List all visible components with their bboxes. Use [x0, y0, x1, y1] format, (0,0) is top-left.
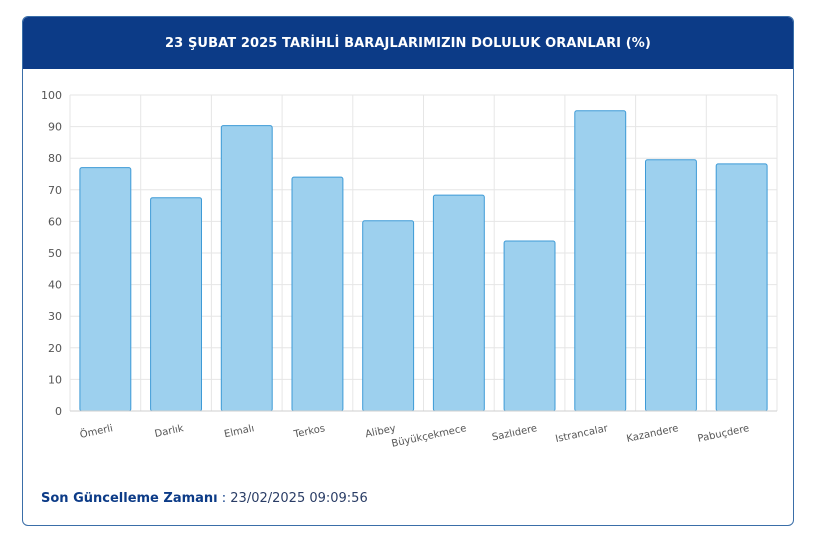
y-tick-label: 10 — [48, 373, 62, 386]
y-tick-label: 70 — [48, 184, 62, 197]
x-tick-label: Pabuçdere — [697, 423, 751, 445]
bar — [291, 176, 344, 412]
y-tick-label: 40 — [48, 279, 62, 292]
bar — [150, 197, 203, 412]
bar — [362, 220, 415, 412]
y-tick-label: 80 — [48, 152, 62, 165]
x-tick-label: Elmalı — [223, 423, 255, 440]
last-update-separator: : — [217, 491, 231, 506]
bar — [220, 125, 273, 412]
x-tick-label: Büyükçekmece — [391, 423, 468, 450]
y-tick-label: 100 — [41, 89, 62, 102]
y-tick-label: 60 — [48, 215, 62, 228]
y-tick-label: 30 — [48, 310, 62, 323]
bar-chart: 0 10 20 30 40 50 60 70 80 90 100 Ömerli Darlık Elmalı… — [41, 89, 778, 450]
y-tick-label: 50 — [48, 247, 62, 260]
y-tick-label: 90 — [48, 121, 62, 134]
last-update: Son Güncelleme Zamanı : 23/02/2025 09:09… — [41, 491, 368, 506]
y-tick-label: 0 — [55, 405, 62, 418]
last-update-label: Son Güncelleme Zamanı — [41, 491, 218, 506]
bar — [574, 110, 627, 412]
bar — [715, 163, 768, 412]
y-tick-label: 20 — [48, 342, 62, 355]
x-tick-label: Terkos — [292, 423, 326, 441]
chart-card: 23 ŞUBAT 2025 TARİHLİ BARAJLARIMIZIN DOL… — [22, 16, 794, 526]
bar — [432, 194, 485, 412]
chart-title-bar: 23 ŞUBAT 2025 TARİHLİ BARAJLARIMIZIN DOL… — [23, 17, 793, 69]
x-tick-label: Sazlıdere — [491, 423, 538, 443]
x-tick-label: Kazandere — [626, 423, 680, 445]
x-tick-label: Darlık — [154, 423, 185, 440]
bar — [503, 240, 556, 412]
chart-title: 23 ŞUBAT 2025 TARİHLİ BARAJLARIMIZIN DOL… — [165, 35, 651, 51]
bar — [79, 167, 132, 412]
last-update-value: 23/02/2025 09:09:56 — [230, 491, 368, 506]
x-tick-label: Ömerli — [79, 421, 114, 441]
bar — [644, 159, 697, 412]
x-tick-label: Istrancalar — [554, 423, 609, 445]
